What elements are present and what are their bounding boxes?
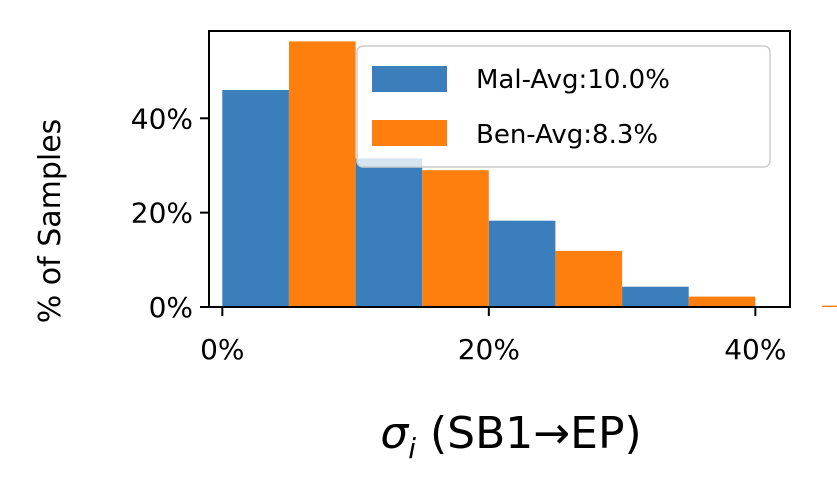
bar-ben-4 [822,305,837,307]
legend-label-mal: Mal-Avg:10.0% [476,65,670,95]
y-tick-label: 40% [131,102,193,135]
legend-swatch-mal [372,66,447,92]
bar-mal-0 [222,90,289,307]
x-axis-label: σi (SB1→EP) [380,408,641,465]
bar-ben-0 [289,41,356,308]
x-axis-label-symbol: σ [380,408,409,459]
bar-ben-2 [555,250,623,307]
legend-box [356,45,771,168]
x-tick-label: 20% [458,333,520,366]
x-tick-label: 0% [200,333,244,366]
x-tick-label: 40% [724,333,786,366]
y-tick-label: 20% [131,197,193,230]
legend-label-ben: Ben-Avg:8.3% [476,120,658,150]
bar-mal-1 [355,158,423,307]
bars-layer [222,41,837,308]
ticks-layer: 0% 20% 40% 0% 20% 40% [131,102,787,366]
bar-ben-1 [422,170,489,307]
x-axis-label-subscript: i [408,432,416,465]
y-tick-label: 0% [149,291,193,324]
x-axis-label-rest: (SB1→EP) [416,408,642,459]
bar-ben-3 [688,296,756,307]
legend: Mal-Avg:10.0% Ben-Avg:8.3% [356,45,771,168]
bar-mal-3 [622,286,689,307]
bar-mal-2 [488,220,556,307]
plot-frame [208,30,791,308]
legend-swatch-ben [372,120,447,146]
y-axis-label: % of Samples [33,119,68,324]
